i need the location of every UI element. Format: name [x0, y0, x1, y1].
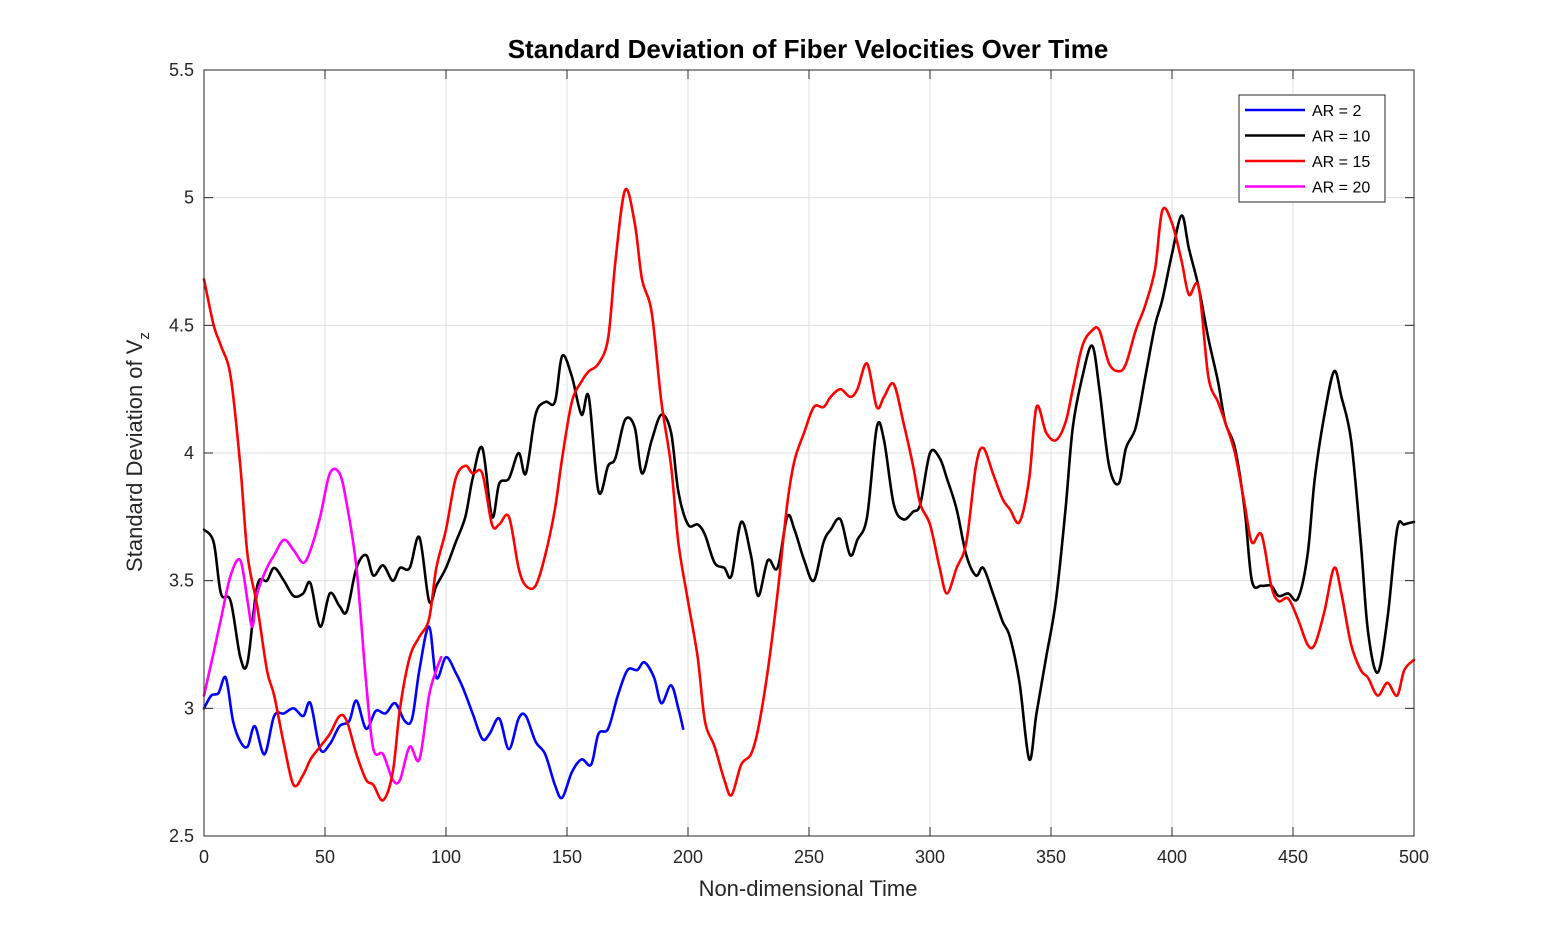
y-tick-label: 4.5	[169, 315, 194, 335]
y-tick-label: 5	[184, 188, 194, 208]
x-tick-label: 500	[1399, 847, 1429, 867]
legend-label-ar-10: AR = 10	[1312, 129, 1370, 146]
x-axis-label: Non-dimensional Time	[699, 876, 918, 901]
x-tick-label: 450	[1278, 847, 1308, 867]
legend-label-ar-20: AR = 20	[1312, 180, 1370, 197]
y-tick-labels: 2.5 3 3.5 4 4.5 5 5.5	[169, 60, 194, 846]
x-tick-label: 0	[199, 847, 209, 867]
y-axis-label-main: Standard Deviation of V	[122, 339, 147, 572]
series-line-ar-2	[202, 625, 685, 800]
legend: AR = 2 AR = 10 AR = 15 AR = 20	[1238, 94, 1386, 203]
series-line-ar-10	[202, 214, 1416, 761]
y-tick-label: 5.5	[169, 60, 194, 80]
chart-title: Standard Deviation of Fiber Velocities O…	[508, 34, 1109, 64]
series-line-ar-20	[202, 467, 443, 785]
x-tick-label: 150	[552, 847, 582, 867]
x-tick-label: 350	[1036, 847, 1066, 867]
x-tick-label: 50	[315, 847, 335, 867]
legend-label-ar-15: AR = 15	[1312, 154, 1370, 171]
axis-ticks	[203, 69, 1415, 837]
y-axis-label: Standard Deviation of Vz	[122, 332, 153, 572]
y-tick-label: 4	[184, 443, 194, 463]
series-lines	[202, 187, 1416, 802]
x-tick-label: 300	[915, 847, 945, 867]
y-axis-label-subscript: z	[136, 332, 153, 340]
x-tick-labels: 0 50 100 150 200 250 300 350 400 450 500	[199, 847, 1429, 867]
y-tick-label: 3	[184, 698, 194, 718]
x-tick-label: 250	[794, 847, 824, 867]
y-tick-label: 3.5	[169, 571, 194, 591]
x-tick-label: 100	[431, 847, 461, 867]
y-tick-label: 2.5	[169, 826, 194, 846]
x-tick-label: 200	[673, 847, 703, 867]
legend-box	[1238, 94, 1386, 203]
x-tick-label: 400	[1157, 847, 1187, 867]
legend-label-ar-2: AR = 2	[1312, 103, 1361, 120]
series-line-ar-15	[202, 187, 1416, 802]
